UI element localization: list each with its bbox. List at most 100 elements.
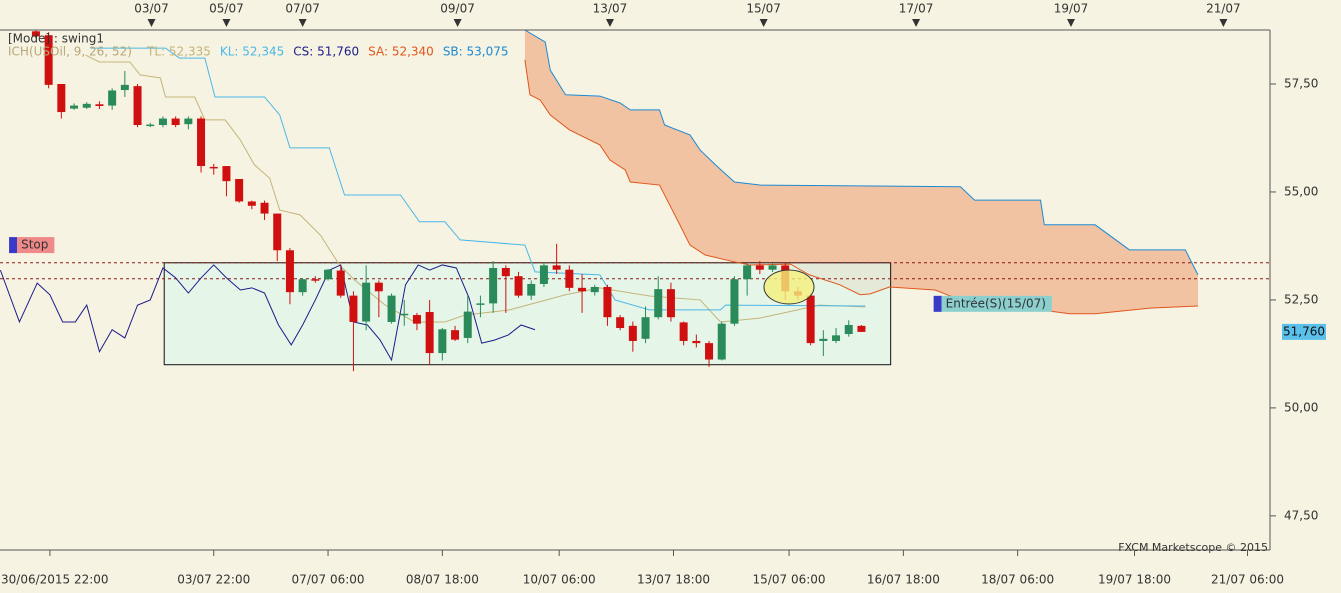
top-tick-marker: [453, 19, 462, 27]
candle-body: [273, 213, 282, 251]
candle-body: [82, 103, 91, 108]
candle-body: [857, 325, 866, 332]
top-tick-label: 19/07: [1054, 2, 1089, 16]
candle-body: [362, 282, 371, 322]
x-tick-label: 03/07 22:00: [177, 573, 250, 587]
candle-body: [603, 286, 612, 318]
top-tick-marker: [1219, 19, 1228, 27]
legend-entry: CS: 51,760: [293, 45, 359, 59]
candle-body: [425, 312, 434, 354]
y-tick-label: 52,50: [1284, 292, 1318, 306]
candle-body: [743, 265, 752, 280]
candle-body: [438, 329, 447, 354]
top-tick-marker: [912, 19, 921, 27]
annotation-label: Entrée(S)(15/07): [946, 296, 1046, 310]
candle-body: [514, 276, 523, 296]
y-tick-label: 57,50: [1284, 76, 1318, 90]
top-tick-marker: [222, 19, 231, 27]
x-tick-label: 10/07 06:00: [523, 573, 596, 587]
candle-body: [158, 118, 167, 126]
top-tick-marker: [1066, 19, 1075, 27]
candle-body: [247, 201, 256, 206]
plot-area: [0, 30, 1270, 372]
x-tick-label: 07/07 06:00: [292, 573, 365, 587]
candle-body: [311, 279, 320, 281]
indicator-line: [90, 47, 866, 311]
candle-body: [412, 315, 421, 324]
candle-body: [133, 86, 142, 126]
top-tick-marker: [605, 19, 614, 27]
legend-entry: KL: 52,345: [220, 45, 284, 59]
candle-body: [717, 323, 726, 360]
chart-title: [Mode] : swing1: [8, 32, 104, 46]
legend-entry: SA: 52,340: [368, 45, 434, 59]
candle-body: [235, 179, 244, 202]
annotation-box: [941, 295, 1052, 312]
top-tick-label: 17/07: [899, 2, 934, 16]
top-tick-label: 05/07: [209, 2, 244, 16]
candle-body: [628, 325, 637, 341]
top-tick-marker: [759, 19, 768, 27]
top-tick-label: 03/07: [134, 2, 169, 16]
candle-body: [730, 279, 739, 324]
top-tick-label: 15/07: [746, 2, 781, 16]
candle-body: [501, 267, 510, 277]
highlight-ellipse: [763, 269, 815, 305]
top-tick-label: 13/07: [593, 2, 628, 16]
x-tick-label: 21/07 06:00: [1211, 573, 1284, 587]
candle-body: [108, 90, 117, 106]
overlay: TL: 52,335 KL: 52,345 CS: 51,760 SA: 52,340…: [9, 45, 1052, 312]
last-price-label: 51,760: [1283, 324, 1325, 338]
candle-body: [57, 83, 66, 113]
candle-body: [349, 295, 358, 322]
candle-body: [755, 265, 764, 270]
candle-body: [616, 317, 625, 329]
candle-body: [806, 295, 815, 344]
candle-body: [565, 269, 574, 288]
candle-body: [578, 287, 587, 292]
candle-body: [463, 311, 472, 338]
candle-body: [209, 166, 218, 169]
annotation-marker: [9, 237, 18, 254]
x-tick-label: 30/06/2015 22:00: [1, 573, 109, 587]
candle-body: [336, 270, 345, 296]
candle-body: [489, 267, 498, 304]
x-tick-label: 19/07 18:00: [1098, 573, 1171, 587]
candle-body: [527, 283, 536, 296]
candle-body: [120, 84, 129, 91]
last-price-box: [1282, 323, 1326, 340]
candle-body: [95, 104, 104, 107]
x-tick-label: 15/07 06:00: [753, 573, 826, 587]
candle-body: [31, 31, 40, 37]
annotation-marker: [933, 295, 942, 312]
annotation-label: Stop: [21, 238, 48, 252]
watermark: FXCM Marketscope © 2015: [1118, 541, 1268, 554]
candle-body: [679, 322, 688, 341]
candle-body: [222, 166, 231, 182]
y-tick-label: 50,00: [1284, 400, 1318, 414]
candle-body: [44, 35, 53, 85]
candle-body: [285, 250, 294, 293]
candle-body: [400, 313, 409, 316]
candle-body: [590, 286, 599, 293]
indicator-line: [0, 264, 536, 362]
top-tick-label: 21/07: [1206, 2, 1241, 16]
candle-body: [298, 279, 307, 293]
top-tick-marker: [147, 19, 156, 27]
indicator-label: ICH(USOil, 9, 26, 52): [8, 45, 132, 59]
legend-entry: SB: 53,075: [443, 45, 509, 59]
candle-body: [768, 265, 777, 270]
x-tick-label: 16/07 18:00: [867, 573, 940, 587]
candle-body: [641, 317, 650, 339]
candle-body: [197, 118, 206, 167]
candle-body: [324, 269, 333, 280]
y-tick-label: 55,00: [1284, 184, 1318, 198]
candle-body: [654, 289, 663, 318]
candle-body: [184, 118, 193, 125]
top-tick-marker: [298, 19, 307, 27]
candle-body: [819, 338, 828, 341]
y-tick-label: 47,50: [1284, 508, 1318, 522]
candle-body: [374, 282, 383, 292]
